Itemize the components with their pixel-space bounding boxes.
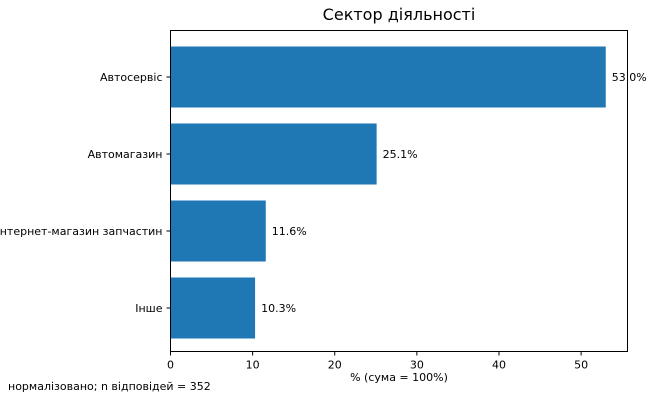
footnote: нормалізовано; n відповідей = 352 bbox=[8, 380, 211, 393]
x-axis-label: % (сума = 100%) bbox=[350, 371, 448, 384]
chart-title: Сектор діяльності bbox=[323, 5, 476, 24]
plot-frame bbox=[170, 30, 628, 352]
bar-value-label: 10.3% bbox=[261, 302, 296, 315]
x-tick-label: 20 bbox=[328, 359, 342, 372]
y-tick-label: Автосервіс bbox=[100, 71, 163, 84]
x-tick-label: 30 bbox=[410, 359, 424, 372]
x-ticks: 0 10 20 30 40 50 bbox=[167, 351, 588, 372]
x-tick-label: 40 bbox=[492, 359, 506, 372]
bar-value-label: 53.0% bbox=[612, 71, 647, 84]
y-category-labels: Автосервіс Автомагазин Інтернет-магазин за… bbox=[0, 71, 171, 315]
x-tick-label: 0 bbox=[167, 359, 174, 372]
x-tick-label: 10 bbox=[246, 359, 260, 372]
bar-value-label: 11.6% bbox=[272, 225, 307, 238]
bar-value-label: 25.1% bbox=[383, 148, 418, 161]
bars-group bbox=[170, 46, 606, 339]
bar bbox=[170, 46, 606, 108]
bar bbox=[170, 200, 266, 262]
y-tick-label: Автомагазин bbox=[88, 148, 163, 161]
x-tick-label: 50 bbox=[574, 359, 588, 372]
bar bbox=[170, 123, 377, 185]
y-tick-label: Інтернет-магазин запчастин bbox=[0, 225, 163, 238]
value-labels-group: 53.0% 25.1% 11.6% 10.3% bbox=[261, 71, 647, 315]
bar bbox=[170, 277, 256, 339]
y-tick-label: Інше bbox=[135, 302, 163, 315]
